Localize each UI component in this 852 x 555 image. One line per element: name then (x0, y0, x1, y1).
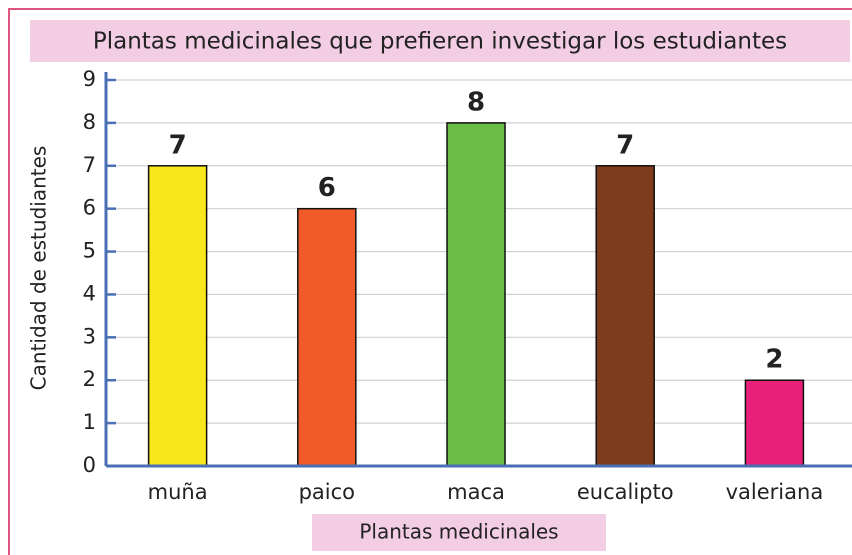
chart-title: Plantas medicinales que prefieren invest… (93, 29, 787, 55)
bar (297, 207, 357, 467)
x-tick-label: paico (299, 480, 355, 504)
bar (595, 165, 655, 467)
data-label: 7 (169, 130, 187, 160)
x-tick-label: valeriana (726, 480, 824, 504)
data-label: 6 (318, 173, 336, 203)
x-label-band (312, 514, 606, 551)
y-tick-label: 7 (83, 153, 96, 177)
data-label: 2 (765, 345, 783, 375)
bar (147, 165, 208, 467)
x-axis-title: Plantas medicinales (359, 520, 558, 544)
frame (8, 8, 852, 555)
y-tick-label: 6 (83, 196, 96, 220)
y-tick-label: 5 (83, 239, 96, 263)
y-tick-label: 0 (83, 453, 96, 477)
y-tick-label: 3 (83, 324, 96, 348)
title-band (30, 20, 850, 62)
y-axis-title: Cantidad de estudiantes (27, 146, 51, 391)
y-tick-label: 9 (83, 67, 96, 91)
bar (446, 122, 506, 467)
x-tick-label: maca (447, 480, 505, 504)
data-label: 8 (467, 87, 485, 117)
y-tick-label: 2 (83, 367, 96, 391)
data-label: 7 (616, 130, 634, 160)
y-tick-label: 4 (83, 281, 96, 305)
x-tick-label: eucalipto (577, 480, 674, 504)
y-tick-label: 8 (83, 110, 96, 134)
y-tick-label: 1 (83, 410, 96, 434)
bar (744, 379, 805, 467)
x-tick-label: muña (148, 480, 208, 504)
